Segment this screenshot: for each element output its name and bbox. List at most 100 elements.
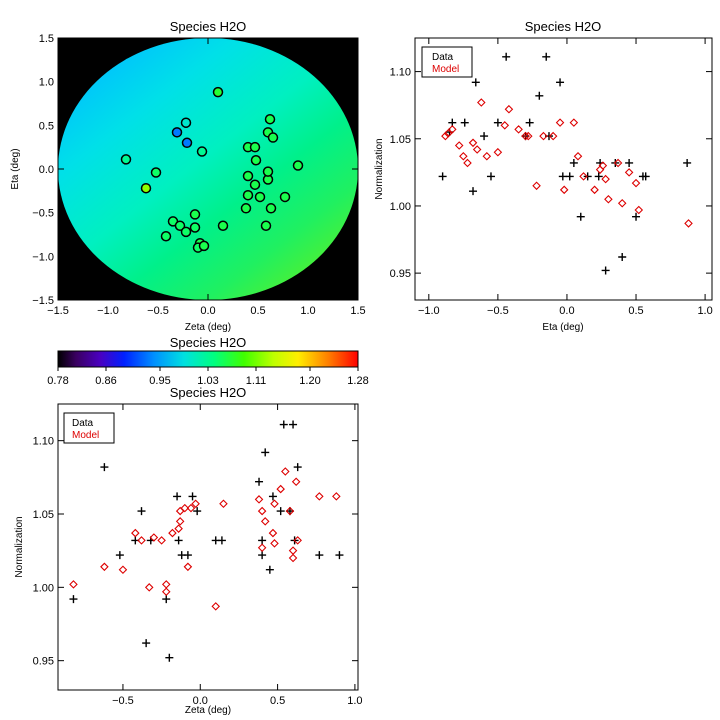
- zeta-model-point: [149, 533, 159, 542]
- zeta-model-point: [288, 553, 298, 563]
- eta-x-tick-label: −0.5: [487, 305, 509, 317]
- eta-model-point: [604, 194, 613, 204]
- zeta-data-point: [174, 536, 183, 545]
- eta-data-point: [525, 118, 534, 127]
- map-y-tick-label: −1.5: [32, 295, 54, 307]
- zeta-data-point: [162, 595, 171, 604]
- eta-model-point: [521, 131, 530, 141]
- map-x-tick-label: 0.5: [250, 305, 265, 317]
- zeta-y-axis: 0.95 1.00 1.05 1.10: [33, 436, 358, 668]
- colorbar-tick-label: 0.95: [149, 375, 170, 387]
- map-point: [120, 154, 132, 165]
- map-y-tick-label: −1.0: [32, 251, 54, 263]
- colorbar-panel: Species H2O 0.78 0.86 0.95 1.03 1.11 1.20 1.28: [47, 335, 368, 387]
- zeta-model-point: [161, 580, 171, 589]
- eta-model-point: [477, 98, 486, 107]
- zeta-legend-data: Data: [72, 418, 94, 429]
- eta-y-tick-label: 1.10: [390, 67, 411, 79]
- zeta-model-point: [291, 477, 301, 487]
- zeta-data-point: [193, 507, 202, 516]
- eta-model-point: [569, 118, 579, 127]
- zeta-model-point: [281, 467, 290, 476]
- eta-points: [438, 52, 693, 275]
- zeta-data-point: [276, 507, 285, 516]
- zeta-data-point: [258, 551, 267, 560]
- zeta-data-point: [100, 463, 109, 472]
- eta-data-point: [486, 172, 495, 181]
- eta-model-point: [448, 125, 457, 134]
- map-point: [249, 179, 261, 190]
- zeta-title: Species H2O: [170, 385, 247, 400]
- eta-title: Species H2O: [525, 19, 602, 34]
- eta-model-point: [617, 198, 627, 208]
- zeta-model-point: [219, 499, 228, 509]
- eta-model-point: [459, 151, 468, 161]
- zeta-data-point: [293, 463, 302, 472]
- eta-x-axis: −1.0 −0.5 0.0 0.5 1.0: [418, 38, 713, 317]
- map-y-tick-label: 0.0: [39, 164, 54, 176]
- eta-model-point: [532, 181, 541, 191]
- zeta-y-tick-label: 1.00: [33, 582, 54, 594]
- map-x-tick-label: 1.5: [350, 305, 365, 317]
- zeta-model-point: [285, 506, 295, 516]
- eta-y-tick-label: 0.95: [390, 268, 411, 280]
- zeta-y-tick-label: 1.10: [33, 436, 54, 448]
- zeta-data-point: [279, 420, 288, 429]
- map-y-tick-label: 0.5: [39, 120, 54, 132]
- eta-legend-box: [421, 46, 473, 78]
- zeta-model-point: [144, 583, 154, 592]
- map-point: [254, 191, 266, 203]
- zeta-data-point: [289, 420, 298, 429]
- map-point: [249, 141, 261, 153]
- eta-data-point: [493, 118, 502, 127]
- map-point: [250, 155, 262, 166]
- zeta-points: [69, 420, 344, 662]
- map-point: [180, 117, 192, 128]
- eta-data-point: [471, 78, 480, 87]
- eta-model-point: [634, 205, 644, 215]
- zeta-x-tick-label: −0.5: [112, 695, 134, 707]
- eta-legend-data: Data: [432, 52, 454, 63]
- zeta-model-point: [69, 580, 78, 589]
- map-panel: Species H2O −1.5 −1.0 −0.5 0.0 0.5 1.0 1.5 −1.…: [10, 19, 366, 333]
- eta-model-point: [443, 129, 453, 138]
- zeta-model-point: [174, 524, 183, 533]
- eta-model-point: [468, 138, 478, 148]
- eta-data-point: [438, 172, 447, 181]
- colorbar-gradient: [57, 350, 359, 368]
- eta-data-point: [576, 212, 585, 221]
- map-x-tick-label: 0.0: [200, 305, 215, 317]
- zeta-y-label: Normalization: [14, 516, 25, 577]
- zeta-model-point: [332, 492, 341, 501]
- map-x-tick-label: −1.5: [47, 305, 69, 317]
- zeta-x-axis: −0.5 0.0 0.5 1.0: [112, 404, 363, 707]
- eta-model-point: [514, 125, 523, 134]
- eta-data-point: [502, 52, 511, 61]
- zeta-frame: [57, 403, 359, 691]
- eta-model-point: [504, 104, 514, 114]
- eta-data-point: [565, 172, 574, 181]
- zeta-data-point: [137, 507, 146, 516]
- zeta-model-point: [293, 536, 302, 545]
- zeta-data-point: [183, 551, 192, 560]
- zeta-model-point: [191, 499, 200, 509]
- eta-data-point: [601, 266, 610, 275]
- eta-data-point: [618, 253, 627, 262]
- eta-model-point: [539, 131, 548, 141]
- zeta-legend-model: Model: [72, 430, 99, 441]
- zeta-panel: Species H2O −0.5 0.0 0.5 1.0 0.95 1.00 1.05 1.…: [14, 385, 363, 716]
- map-point: [264, 113, 276, 125]
- eta-x-tick-label: 1.0: [697, 305, 712, 317]
- map-point: [267, 132, 279, 143]
- colorbar-tick-label: 0.78: [47, 375, 68, 387]
- zeta-model-point: [270, 539, 279, 548]
- zeta-data-point: [69, 595, 78, 604]
- zeta-model-point: [100, 562, 109, 572]
- zeta-model-point: [161, 587, 171, 597]
- map-point: [279, 191, 291, 203]
- map-x-label: Zeta (deg): [185, 322, 231, 333]
- zeta-x-tick-label: 0.5: [270, 695, 285, 707]
- zeta-x-tick-label: 0.0: [193, 695, 208, 707]
- zeta-data-point: [315, 551, 324, 560]
